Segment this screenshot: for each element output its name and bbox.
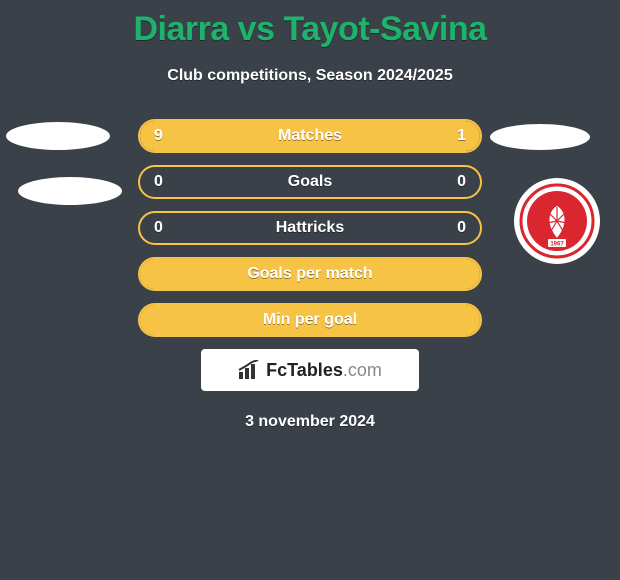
player-left-badge-1 xyxy=(6,122,110,150)
stat-row: 00Hattricks xyxy=(138,211,482,245)
club-badge-asnl: ASNL 1967 xyxy=(514,178,600,264)
date-label: 3 november 2024 xyxy=(0,413,620,431)
page-title: Diarra vs Tayot-Savina xyxy=(0,0,620,49)
stat-label: Goals per match xyxy=(140,265,480,283)
brand-chart-icon xyxy=(238,360,262,380)
brand-text: FcTables.com xyxy=(266,360,382,381)
asnl-crest-icon: ASNL 1967 xyxy=(519,183,595,259)
player-right-badge-1 xyxy=(490,124,590,150)
stat-row: Min per goal xyxy=(138,303,482,337)
brand-link[interactable]: FcTables.com xyxy=(201,349,419,391)
stat-row: 91Matches xyxy=(138,119,482,153)
stat-label: Hattricks xyxy=(140,219,480,237)
svg-text:ASNL: ASNL xyxy=(547,195,567,202)
stat-label: Goals xyxy=(140,173,480,191)
page-subtitle: Club competitions, Season 2024/2025 xyxy=(0,67,620,85)
stat-row: 00Goals xyxy=(138,165,482,199)
svg-text:1967: 1967 xyxy=(550,242,564,248)
stat-row: Goals per match xyxy=(138,257,482,291)
stat-label: Matches xyxy=(140,127,480,145)
player-left-badge-2 xyxy=(18,177,122,205)
stat-label: Min per goal xyxy=(140,311,480,329)
